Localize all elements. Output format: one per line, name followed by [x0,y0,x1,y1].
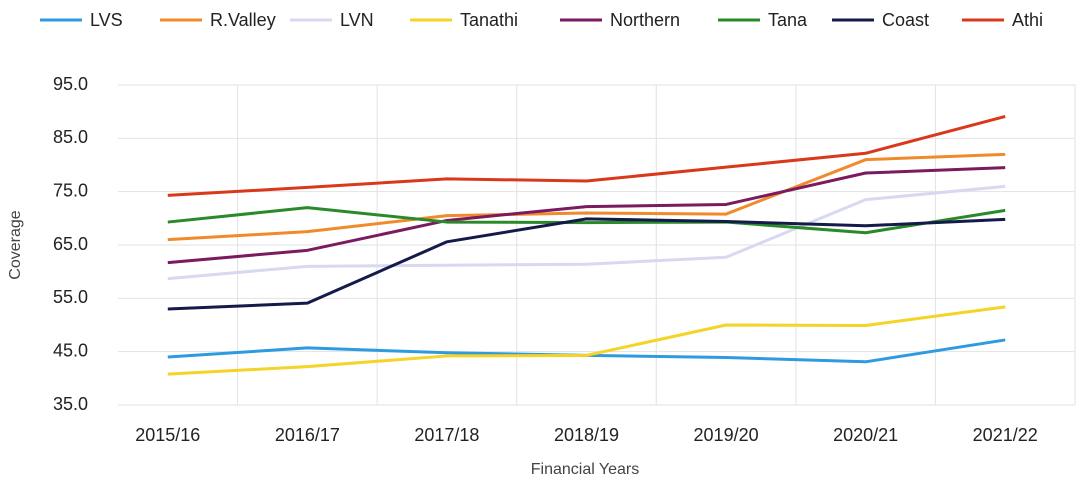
y-axis-title: Coverage [7,210,24,279]
x-axis-title: Financial Years [531,461,640,478]
x-tick-label: 2016/17 [275,425,340,445]
legend-label: Tana [768,10,808,30]
series-line [167,152,1006,242]
legend-label: Athi [1012,10,1043,30]
series-line [167,338,1006,364]
x-tick-label: 2021/22 [973,425,1038,445]
series-line [167,115,1006,197]
series-line [167,206,1006,235]
legend-label: LVS [90,10,123,30]
series-line [167,184,1006,281]
y-tick-label: 85.0 [53,127,88,147]
y-tick-label: 35.0 [53,394,88,414]
legend-label: Coast [882,10,929,30]
series-line [167,166,1006,265]
legend-label: R.Valley [210,10,276,30]
series-line [167,217,1006,311]
y-tick-label: 75.0 [53,180,88,200]
series-line [167,305,1006,376]
y-tick-label: 65.0 [53,234,88,254]
legend-label: Northern [610,10,680,30]
y-tick-label: 95.0 [53,74,88,94]
legend-label: Tanathi [460,10,518,30]
x-tick-label: 2020/21 [833,425,898,445]
y-tick-label: 55.0 [53,287,88,307]
x-tick-label: 2019/20 [694,425,759,445]
x-tick-label: 2015/16 [135,425,200,445]
x-tick-label: 2018/19 [554,425,619,445]
legend-label: LVN [340,10,374,30]
x-tick-label: 2017/18 [414,425,479,445]
y-tick-label: 45.0 [53,340,88,360]
